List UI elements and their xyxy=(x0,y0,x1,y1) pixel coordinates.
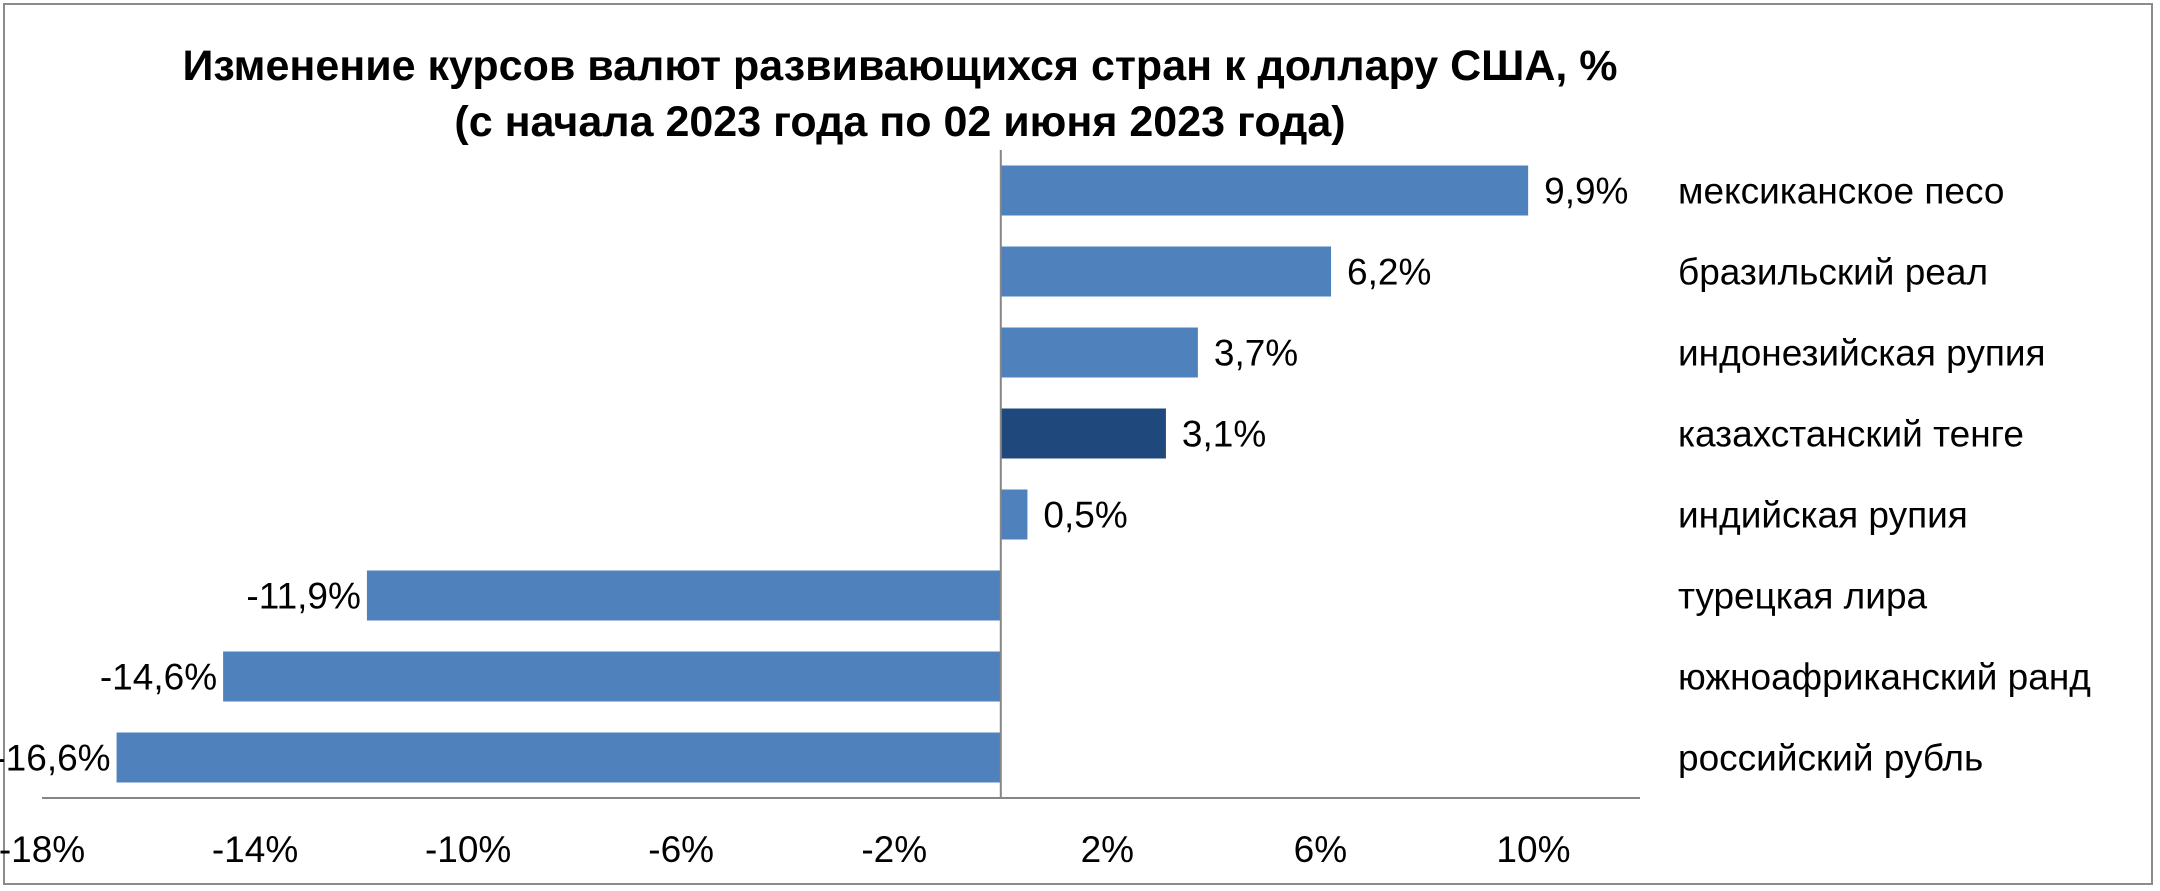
bar xyxy=(366,570,1001,621)
category-label: казахстанский тенге xyxy=(1678,414,2024,455)
chart-title-line1: Изменение курсов валют развивающихся стр… xyxy=(182,42,1618,90)
data-label: -11,9% xyxy=(246,576,361,617)
x-tick-label: -2% xyxy=(861,829,927,870)
data-label: 9,9% xyxy=(1544,171,1628,212)
x-tick-label: -18% xyxy=(0,829,85,870)
data-label: 3,7% xyxy=(1214,333,1298,374)
x-tick-label: -14% xyxy=(212,829,298,870)
bar xyxy=(1000,408,1166,459)
category-label: турецкая лира xyxy=(1678,576,1928,617)
bar xyxy=(1000,327,1198,378)
x-tick-label: 10% xyxy=(1496,829,1570,870)
bar xyxy=(1000,246,1332,297)
chart-title-line2: (с начала 2023 года по 02 июня 2023 года… xyxy=(454,98,1346,146)
data-label: 6,2% xyxy=(1347,252,1431,293)
category-label: российский рубль xyxy=(1678,738,1983,779)
x-tick-label: -10% xyxy=(425,829,511,870)
data-label: -16,6% xyxy=(0,738,111,779)
category-label: южноафриканский ранд xyxy=(1678,657,2091,698)
category-label: бразильский реал xyxy=(1678,252,1988,293)
x-tick-label: -6% xyxy=(648,829,714,870)
chart-title: Изменение курсов валют развивающихся стр… xyxy=(0,38,1800,150)
data-label: 0,5% xyxy=(1043,495,1127,536)
bar xyxy=(116,732,1001,783)
category-label: мексиканское песо xyxy=(1678,171,2004,212)
x-tick-label: 6% xyxy=(1294,829,1347,870)
data-label: -14,6% xyxy=(100,657,217,698)
x-tick-label: 2% xyxy=(1081,829,1134,870)
bar xyxy=(223,651,1001,702)
category-label: индонезийская рупия xyxy=(1678,333,2046,374)
data-label: 3,1% xyxy=(1182,414,1266,455)
category-label: индийская рупия xyxy=(1678,495,1968,536)
bar xyxy=(1000,489,1028,540)
bar xyxy=(1000,165,1529,216)
